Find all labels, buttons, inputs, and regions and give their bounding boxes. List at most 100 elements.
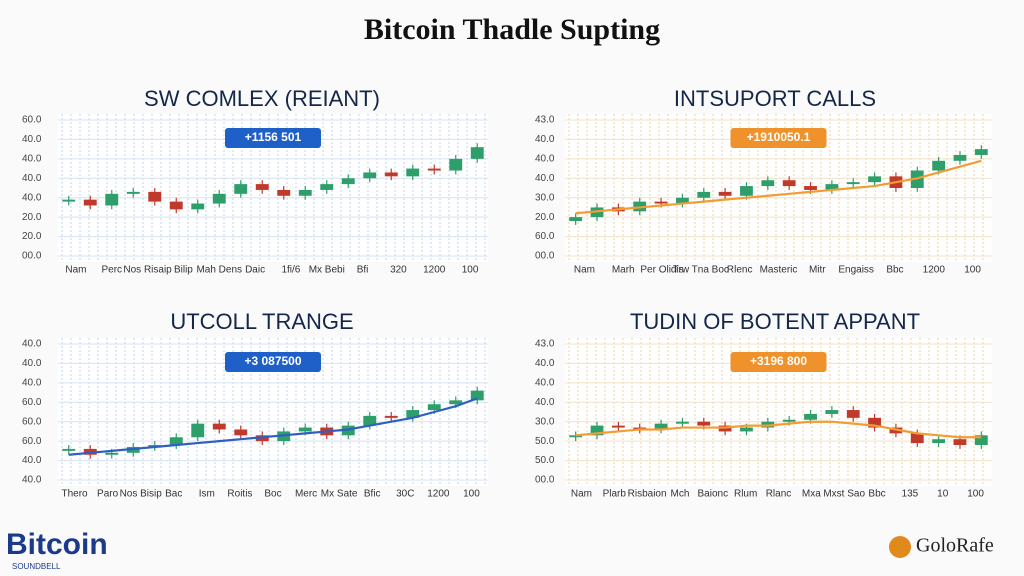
candle-body — [910, 433, 924, 444]
candle-body — [191, 203, 205, 210]
x-tick-label: Masteric — [760, 265, 798, 276]
y-tick-label: 60.0 — [22, 115, 42, 126]
x-tick-label: Merc — [295, 489, 317, 500]
candle-body — [846, 182, 860, 185]
x-tick-label: 135 — [902, 489, 919, 500]
candle-body — [406, 168, 420, 177]
candle-body — [868, 417, 881, 428]
candle-body — [697, 421, 711, 426]
x-tick-label: 100 — [463, 489, 480, 500]
page-title: Bitcoin Thadle Supting — [364, 13, 660, 46]
x-tick-label: Paro — [97, 489, 119, 500]
x-tick-label: Daic — [245, 265, 265, 276]
candle-body — [126, 191, 140, 194]
badge — [225, 352, 321, 372]
badge-text: +3196 800 — [750, 354, 807, 368]
y-tick-label: 40.0 — [535, 134, 555, 145]
x-tick-label: 100 — [967, 489, 984, 500]
x-tick-label: 1200 — [923, 265, 946, 276]
y-tick-label: 40.0 — [535, 173, 555, 184]
x-tick-label: Trw Tna Boc — [673, 265, 729, 276]
candle-body — [782, 419, 796, 422]
candle-body — [212, 423, 226, 430]
x-tick-label: 100 — [462, 265, 479, 276]
candle-body — [697, 191, 711, 198]
candle-body — [234, 184, 248, 194]
candle-body — [341, 178, 355, 185]
candle-body — [470, 390, 484, 401]
brand-icon — [889, 536, 911, 558]
candle-body — [718, 191, 732, 196]
candle-body — [804, 186, 817, 190]
candle-body — [449, 400, 463, 405]
candle-body — [470, 147, 484, 159]
y-tick-label: 40.0 — [22, 475, 42, 486]
candle-body — [105, 452, 119, 455]
y-tick-label: 40.0 — [22, 339, 42, 350]
x-tick-label: Mch — [671, 489, 690, 500]
x-tick-label: Rlum — [734, 489, 757, 500]
candle-body — [191, 423, 205, 438]
x-tick-label: 320 — [390, 265, 407, 276]
x-tick-label: Nam — [65, 265, 86, 276]
x-tick-label: Risbaion — [628, 489, 667, 500]
x-tick-label: 100 — [964, 265, 981, 276]
y-tick-label: 20.0 — [22, 212, 42, 223]
chart-title: UTCOLL TRANGE — [170, 309, 353, 334]
y-tick-label: 40.0 — [22, 153, 42, 164]
candle-body — [298, 427, 312, 432]
candle-body — [384, 172, 398, 177]
x-tick-label: Boc — [264, 489, 281, 500]
y-tick-label: 40.0 — [535, 397, 555, 408]
x-tick-label: Ism — [199, 489, 215, 500]
candle-body — [255, 184, 269, 190]
candle-body — [846, 410, 860, 418]
candle-body — [825, 184, 839, 190]
badge — [730, 128, 827, 148]
badge-text: +1910050.1 — [747, 130, 811, 144]
trend-line — [575, 159, 982, 215]
x-tick-label: Bfi — [357, 265, 369, 276]
x-tick-label: 1200 — [427, 489, 450, 500]
candle-body — [569, 435, 583, 438]
x-tick-label: 10 — [937, 489, 949, 500]
x-tick-label: Thero — [61, 489, 88, 500]
candle-body — [868, 176, 881, 183]
y-tick-label: 40.0 — [535, 153, 555, 164]
y-tick-label: 40.0 — [535, 358, 555, 369]
candle-body — [611, 425, 625, 428]
candle-body — [932, 160, 946, 171]
candle-body — [569, 217, 583, 222]
x-tick-label: 1fi/6 — [281, 265, 300, 276]
trend-line — [575, 420, 982, 439]
candle-body — [953, 439, 967, 446]
candle-body — [169, 437, 183, 446]
candle-body — [427, 168, 441, 171]
x-tick-label: Nam — [571, 489, 592, 500]
chart-panel: SW COMLEX (REIANT) 00.0 20.0 20.0 40.0 40.0 40… — [22, 86, 488, 276]
y-tick-label: 60.0 — [22, 436, 42, 447]
badge — [225, 128, 321, 148]
candle-body — [83, 199, 97, 206]
candle-body — [654, 423, 668, 430]
y-tick-label: 00.0 — [22, 251, 42, 262]
y-tick-label: 43.0 — [535, 339, 555, 350]
y-tick-label: 40.0 — [22, 358, 42, 369]
candle-body — [320, 184, 334, 190]
charts: SW COMLEX (REIANT) 00.0 20.0 20.0 40.0 40.0 40… — [22, 86, 992, 500]
logo: Bitcoin — [6, 528, 108, 561]
x-tick-label: Nos Bisip — [120, 489, 163, 500]
y-tick-label: 60.0 — [22, 397, 42, 408]
candle-body — [825, 410, 839, 414]
y-tick-label: 30.0 — [535, 192, 555, 203]
candle-body — [449, 158, 463, 171]
y-tick-label: 40.0 — [22, 455, 42, 466]
x-tick-label: Nam — [574, 265, 595, 276]
candle-body — [676, 197, 689, 204]
x-tick-label: Mx Sate — [321, 489, 358, 500]
x-tick-label: Bac — [165, 489, 182, 500]
candle-body — [62, 199, 76, 202]
y-tick-label: 40.0 — [535, 377, 555, 388]
